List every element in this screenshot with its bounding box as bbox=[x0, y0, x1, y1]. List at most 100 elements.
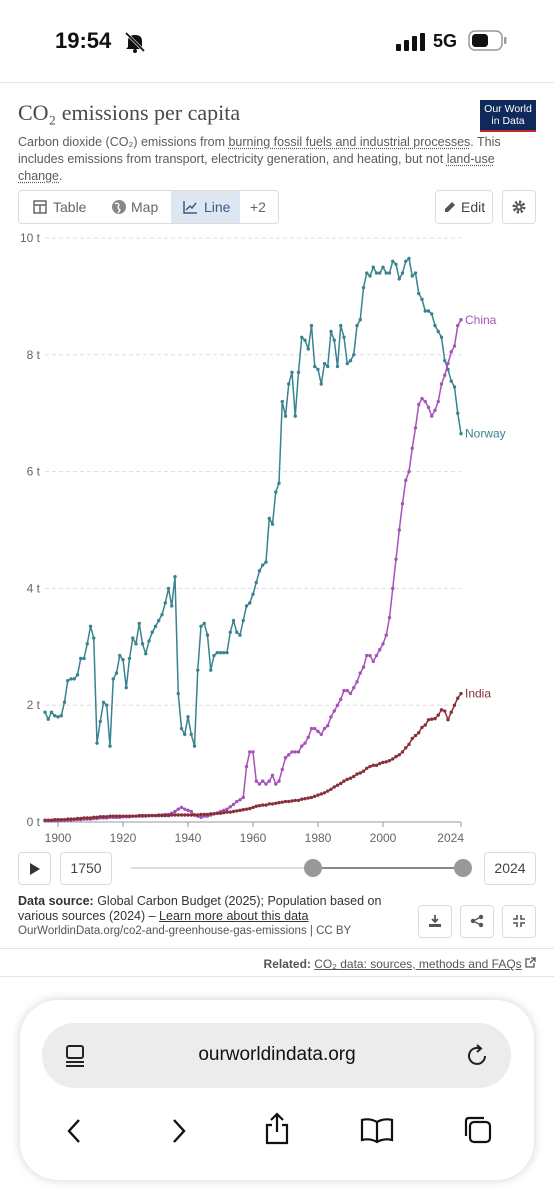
point bbox=[98, 815, 102, 819]
point bbox=[290, 750, 294, 754]
related: Related: CO₂ data: sources, methods and … bbox=[264, 957, 536, 971]
point bbox=[293, 414, 297, 418]
point bbox=[199, 812, 203, 817]
point bbox=[436, 399, 440, 404]
line-icon bbox=[183, 201, 197, 214]
external-icon bbox=[525, 957, 536, 968]
point bbox=[394, 262, 398, 266]
fullscreen-button[interactable] bbox=[502, 905, 536, 938]
point bbox=[332, 338, 336, 342]
point bbox=[430, 717, 434, 721]
forward-icon[interactable] bbox=[163, 1116, 193, 1146]
point bbox=[361, 665, 366, 669]
timeline-handle[interactable] bbox=[454, 859, 472, 877]
point bbox=[225, 810, 229, 814]
point bbox=[49, 710, 54, 714]
related-label: Related: bbox=[263, 957, 311, 971]
point bbox=[222, 810, 226, 815]
logo[interactable]: Our World in Data bbox=[480, 100, 536, 132]
point bbox=[228, 630, 232, 634]
point bbox=[105, 703, 109, 707]
point bbox=[319, 792, 323, 796]
point bbox=[66, 678, 70, 683]
point bbox=[397, 277, 401, 281]
point bbox=[280, 399, 284, 404]
point bbox=[157, 813, 161, 818]
point bbox=[391, 757, 395, 761]
point bbox=[420, 297, 424, 302]
tabs-icon[interactable] bbox=[462, 1114, 494, 1146]
tab-active-bg bbox=[171, 191, 240, 223]
point bbox=[118, 653, 122, 658]
tab[interactable]: Map bbox=[131, 199, 159, 215]
download-button[interactable] bbox=[418, 905, 452, 938]
point bbox=[306, 735, 310, 740]
point bbox=[371, 763, 375, 768]
point bbox=[189, 813, 193, 817]
point bbox=[75, 816, 80, 821]
point bbox=[433, 323, 437, 328]
point bbox=[160, 612, 164, 617]
point bbox=[248, 601, 252, 605]
share-button[interactable] bbox=[460, 905, 494, 938]
point bbox=[186, 715, 190, 719]
point bbox=[166, 813, 171, 818]
reload-icon[interactable] bbox=[466, 1044, 490, 1068]
point bbox=[410, 274, 414, 278]
back-icon[interactable] bbox=[60, 1116, 90, 1146]
point bbox=[329, 787, 333, 791]
point bbox=[339, 781, 343, 786]
point bbox=[371, 265, 375, 269]
subtitle-link[interactable]: land-use change bbox=[18, 152, 495, 183]
subtitle-text: Carbon dioxide (CO₂) emissions from bbox=[18, 135, 229, 149]
timeline-handle[interactable] bbox=[304, 859, 322, 877]
timeline-end[interactable]: 2024 bbox=[484, 852, 536, 885]
point bbox=[238, 808, 242, 813]
point bbox=[95, 815, 99, 820]
url-bar[interactable] bbox=[42, 1023, 511, 1088]
point bbox=[144, 652, 148, 656]
point bbox=[296, 798, 301, 803]
point bbox=[105, 815, 109, 819]
series-markers bbox=[43, 256, 463, 748]
tab[interactable]: +2 bbox=[250, 199, 266, 215]
point bbox=[420, 725, 424, 730]
tab[interactable]: Table bbox=[53, 199, 87, 215]
point bbox=[290, 799, 294, 803]
point bbox=[101, 815, 106, 819]
point bbox=[82, 656, 86, 661]
related-link[interactable]: CO₂ data: sources, methods and FAQs bbox=[314, 957, 522, 971]
point bbox=[166, 586, 171, 591]
point bbox=[358, 671, 362, 675]
timeline-range bbox=[313, 867, 463, 869]
point bbox=[381, 760, 385, 765]
point bbox=[449, 379, 453, 383]
series-label: India bbox=[465, 687, 491, 701]
point bbox=[303, 796, 307, 801]
point bbox=[215, 650, 219, 655]
point bbox=[261, 803, 265, 807]
point bbox=[231, 618, 236, 623]
point bbox=[88, 816, 93, 820]
learn-more-link[interactable]: Learn more about this data bbox=[159, 909, 309, 923]
subtitle-link[interactable]: burning fossil fuels and industrial proc… bbox=[228, 135, 471, 149]
tab[interactable]: Line bbox=[204, 199, 231, 215]
point bbox=[238, 633, 242, 637]
y-tick-label: 0 t bbox=[27, 815, 41, 829]
share-browser-icon[interactable] bbox=[262, 1112, 292, 1146]
timeline-start[interactable]: 1750 bbox=[60, 852, 112, 885]
bookmarks-icon[interactable] bbox=[360, 1116, 394, 1144]
point bbox=[423, 723, 427, 727]
point bbox=[43, 818, 47, 822]
point bbox=[257, 569, 262, 573]
point bbox=[170, 813, 174, 817]
point bbox=[436, 713, 440, 717]
point bbox=[62, 817, 67, 822]
point bbox=[176, 807, 180, 811]
edit-button[interactable] bbox=[435, 190, 493, 224]
point bbox=[407, 742, 411, 747]
point bbox=[313, 364, 317, 369]
point bbox=[368, 653, 372, 658]
point bbox=[446, 718, 450, 722]
point bbox=[205, 633, 210, 637]
